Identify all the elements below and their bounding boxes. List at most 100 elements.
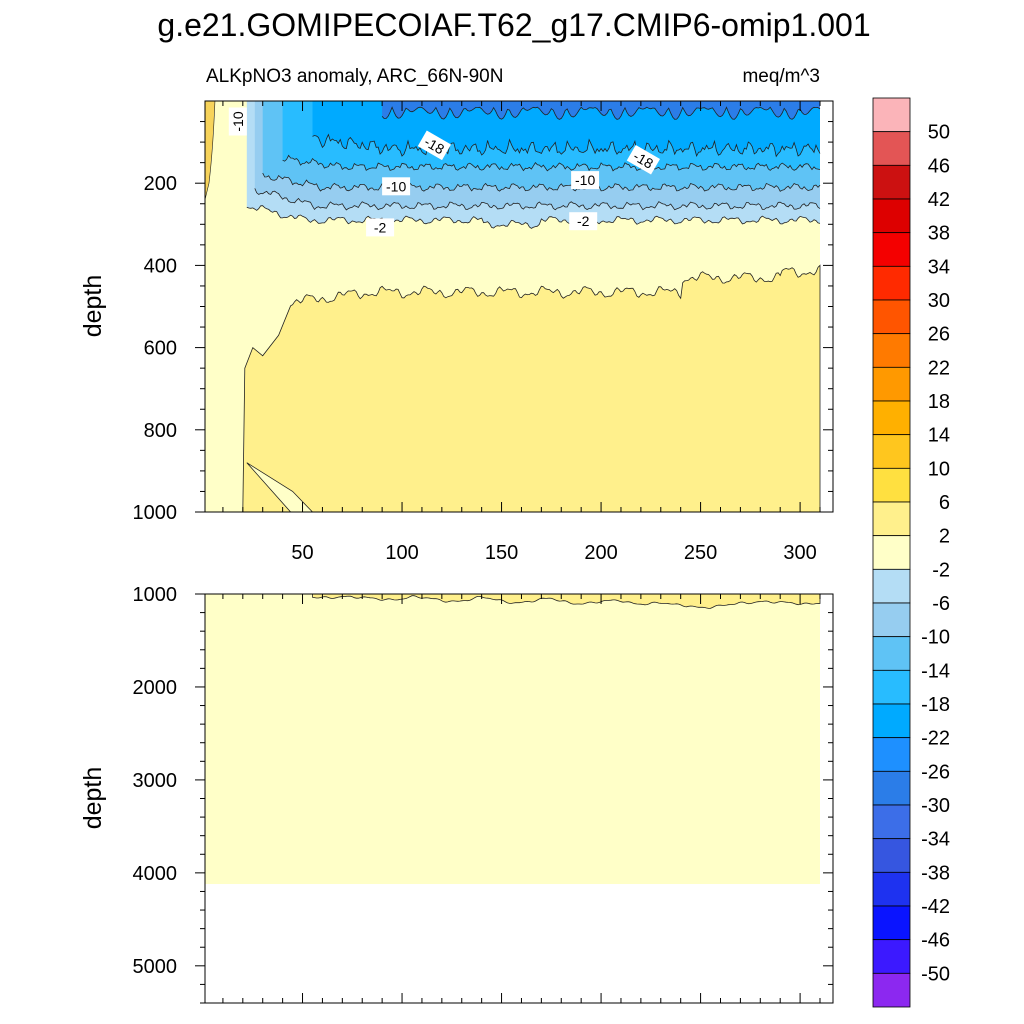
colorbar-label: -22 [921, 728, 950, 750]
x-tick-label: 100 [385, 542, 418, 564]
colorbar-swatch [872, 164, 911, 200]
colorbar-label: -42 [921, 896, 950, 918]
colorbar-label: -14 [921, 660, 950, 682]
y-tick-label: 4000 [133, 863, 178, 885]
colorbar-label: -10 [921, 627, 950, 649]
colorbar-swatch [872, 871, 911, 907]
colorbar-label: 34 [928, 256, 950, 278]
y-tick-label: 800 [144, 420, 177, 442]
contour-label-text: -10 [575, 172, 595, 188]
contour-band-minus-6-line [254, 188, 821, 211]
contour-band-minus-22-line [381, 106, 821, 120]
y-tick-label: 3000 [133, 770, 178, 792]
contour-label: -10 [571, 171, 600, 190]
deep-positive-region [312, 593, 821, 609]
colorbar-label: 6 [939, 492, 950, 514]
colorbar-swatch [872, 97, 911, 133]
contour-label-text: -10 [386, 178, 406, 194]
colorbar-swatch [872, 366, 911, 402]
colorbar-swatch [872, 333, 911, 368]
colorbar-label: 46 [928, 155, 950, 177]
colorbar-label: 30 [928, 290, 950, 312]
colorbar-swatch [872, 467, 911, 503]
y-tick-label: 1000 [133, 502, 178, 524]
colorbar-swatch [872, 434, 911, 469]
contour-label-text: -2 [577, 213, 590, 229]
contour-label-bg [382, 177, 411, 196]
colorbar-swatch [872, 602, 911, 638]
contour-label: -10 [382, 177, 411, 196]
y-tick-label: 400 [144, 255, 177, 277]
colorbar-swatch [872, 636, 911, 671]
contour-band-minus-18-line [312, 133, 821, 158]
x-tick-label: 50 [291, 542, 313, 564]
colorbar-label: -38 [921, 862, 950, 884]
colorbar-swatch [872, 972, 911, 1008]
contour-band-minus-14-line [282, 154, 821, 172]
chart-title: g.e21.GOMIPECOIAF.T62_g17.CMIP6-omip1.00… [157, 7, 870, 43]
contour-label-bg [366, 218, 395, 237]
contour-band-minus-2-line [246, 205, 821, 229]
y-tick-label: 2000 [133, 677, 178, 699]
colorbar: 50 46 42 38 34 30 26 22 18 14 10 6 2 -2 -6 -10 -14 -18 -22… [872, 97, 950, 1008]
deep-field-background [205, 594, 820, 885]
subtitle-right: meq/m^3 [742, 66, 820, 87]
x-tick-label: 300 [783, 542, 816, 564]
colorbar-label: 18 [928, 391, 950, 413]
colorbar-label: 50 [928, 122, 950, 144]
colorbar-swatch [872, 838, 911, 873]
colorbar-swatch [872, 299, 911, 335]
contour-label-bg [417, 130, 452, 161]
contour-label: -2 [569, 212, 598, 231]
y-tick-label: 5000 [133, 956, 178, 978]
colorbar-label: -34 [921, 829, 950, 851]
contour-label-bg [626, 144, 661, 175]
colorbar-label: 42 [928, 189, 950, 211]
x-tick-label: 150 [485, 542, 518, 564]
colorbar-swatch [872, 568, 911, 604]
y-tick-label: 200 [144, 173, 177, 195]
colorbar-label: -30 [921, 795, 950, 817]
colorbar-swatch [872, 198, 911, 234]
top-panel: -10-18-10-2-18-10-2 50 100 150 200 250 300 20… [79, 100, 834, 564]
colorbar-swatch [872, 232, 911, 267]
colorbar-swatch [872, 131, 911, 166]
colorbar-label: 2 [939, 526, 950, 548]
colorbar-label: 14 [928, 425, 950, 447]
colorbar-swatch [872, 265, 911, 301]
colorbar-label: -26 [921, 761, 950, 783]
contour-band-minus-10-line [262, 172, 821, 192]
colorbar-swatch [872, 535, 911, 570]
colorbar-label: 38 [928, 223, 950, 245]
contour-label-text: -10 [230, 111, 246, 131]
subtitle-left: ALKpNO3 anomaly, ARC_66N-90N [206, 66, 503, 87]
contour-label: -2 [366, 218, 395, 237]
colorbar-label: 10 [928, 458, 950, 480]
top-ylabel: depth [79, 275, 107, 338]
colorbar-swatch [872, 905, 911, 941]
colorbar-swatch [872, 669, 911, 705]
colorbar-swatch [872, 770, 911, 806]
contour-label-text: -2 [374, 219, 387, 235]
colorbar-swatch [872, 804, 911, 840]
colorbar-swatch [872, 939, 911, 974]
colorbar-label: -2 [932, 559, 950, 581]
contour-label-bg [569, 212, 598, 231]
colorbar-label: -50 [921, 963, 950, 985]
colorbar-label: -46 [921, 930, 950, 952]
y-tick-label: 600 [144, 338, 177, 360]
colorbar-swatch [872, 703, 911, 739]
colorbar-label: 26 [928, 324, 950, 346]
contour-label-bg [571, 171, 600, 190]
bottom-ylabel: depth [79, 767, 107, 830]
colorbar-label: -18 [921, 694, 950, 716]
colorbar-swatch [872, 400, 911, 436]
bottom-panel: 1000 2000 3000 4000 5000 depth [79, 584, 834, 1004]
colorbar-swatch [872, 501, 911, 537]
surface-positive-region [204, 100, 216, 200]
x-tick-label: 250 [684, 542, 717, 564]
x-tick-label: 200 [584, 542, 617, 564]
colorbar-swatch [872, 737, 911, 772]
y-tick-label: 1000 [133, 584, 178, 606]
